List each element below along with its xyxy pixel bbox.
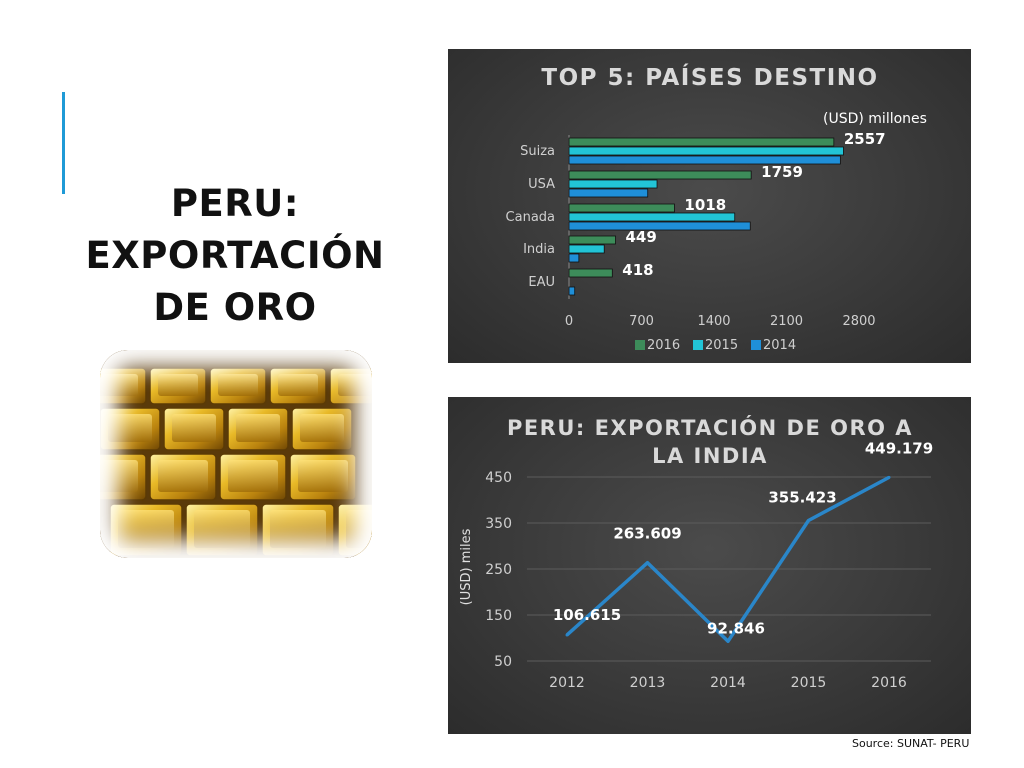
gold-bar-face-0-1 <box>158 374 198 396</box>
y-tick-label-150: 150 <box>485 608 512 624</box>
gold-bars-photo <box>100 350 372 558</box>
gold-bar-face-2-1 <box>158 460 208 492</box>
gold-bar-face-3-0 <box>118 510 174 548</box>
source-note: Source: SUNAT- PERU <box>852 737 970 750</box>
category-label-india: India <box>523 242 555 257</box>
bar-india-2014 <box>568 253 580 263</box>
x-tick-label-2015: 2015 <box>791 675 827 691</box>
data-label-2013: 263.609 <box>613 525 681 543</box>
bar-canada-2014 <box>568 221 751 231</box>
legend-swatch-2014 <box>751 340 761 350</box>
category-label-eau: EAU <box>528 275 555 290</box>
bar-usa-2016 <box>568 170 752 180</box>
data-point-2014 <box>726 639 730 643</box>
india-exports-line-chart: PERU: EXPORTACIÓN DE ORO A LA INDIA 450 350… <box>448 397 971 734</box>
slide-title: PERU: EXPORTACIÓN DE ORO <box>70 178 400 334</box>
data-label-2015: 355.423 <box>768 489 836 507</box>
category-label-canada: Canada <box>506 210 555 225</box>
category-label-usa: USA <box>528 177 555 192</box>
legend-label-2015: 2015 <box>705 338 738 353</box>
data-label-canada: 1018 <box>684 196 726 214</box>
gold-bar-face-3-3 <box>346 510 372 548</box>
x-tick-label-2100: 2100 <box>770 314 803 329</box>
x-tick-label-0: 0 <box>565 314 573 329</box>
x-tick-label-2800: 2800 <box>842 314 875 329</box>
data-label-2012: 106.615 <box>553 606 621 624</box>
legend-label-2014: 2014 <box>763 338 796 353</box>
gold-bar-face-2-3 <box>298 460 348 492</box>
legend-swatch-2015 <box>693 340 703 350</box>
y-tick-label-50: 50 <box>494 654 512 670</box>
bar-india-2016 <box>568 235 616 245</box>
data-point-2012 <box>565 633 569 637</box>
gold-bar-face-3-1 <box>194 510 250 548</box>
x-tick-label-2012: 2012 <box>549 675 585 691</box>
gold-bar-face-0-0 <box>100 374 138 396</box>
data-point-2015 <box>807 519 810 523</box>
slide-title-line-1: PERU: <box>170 182 300 225</box>
chart-title: TOP 5: PAÍSES DESTINO <box>541 63 878 91</box>
bar-india-2015 <box>568 244 605 254</box>
bar-canada-2016 <box>568 203 675 213</box>
bar-suiza-2015 <box>568 146 844 156</box>
top5-destinations-chart: TOP 5: PAÍSES DESTINO (USD) millones Suiza… <box>448 49 971 363</box>
bar-eau-2016 <box>568 268 613 278</box>
y-axis-label: (USD) miles <box>459 528 474 605</box>
bar-suiza-2014 <box>568 155 841 165</box>
category-label-suiza: Suiza <box>520 144 555 159</box>
gold-bar-face-1-0 <box>108 414 152 442</box>
gold-bar-face-2-2 <box>228 460 278 492</box>
y-tick-label-250: 250 <box>485 562 512 578</box>
gold-bar-face-1-3 <box>300 414 344 442</box>
gold-bar-face-0-3 <box>278 374 318 396</box>
gold-bar-face-0-4 <box>338 374 372 396</box>
y-tick-label-350: 350 <box>485 516 512 532</box>
slide-title-line-2: EXPORTACIÓN <box>85 234 385 277</box>
chart-title-line-2: LA INDIA <box>652 444 768 468</box>
bar-canada-2015 <box>568 212 736 222</box>
bar-usa-2014 <box>568 188 649 198</box>
gold-bar-face-3-2 <box>270 510 326 548</box>
data-label-eau: 418 <box>622 261 653 279</box>
y-tick-label-450: 450 <box>485 470 512 486</box>
gold-bar-face-1-1 <box>172 414 216 442</box>
bar-eau-2014 <box>568 286 576 296</box>
x-tick-label-2014: 2014 <box>710 675 746 691</box>
unit-label: (USD) millones <box>823 111 927 127</box>
x-tick-label-700: 700 <box>629 314 654 329</box>
x-tick-label-2016: 2016 <box>871 675 907 691</box>
gold-bar-face-0-2 <box>218 374 258 396</box>
chart-title-line-1: PERU: EXPORTACIÓN DE ORO A <box>507 415 913 440</box>
data-label-usa: 1759 <box>761 163 803 181</box>
x-tick-label-2013: 2013 <box>630 675 666 691</box>
gold-bar-face-1-2 <box>236 414 280 442</box>
slide-title-line-3: DE ORO <box>153 286 317 329</box>
bar-suiza-2016 <box>568 137 835 147</box>
data-point-2016 <box>887 475 891 479</box>
legend-swatch-2016 <box>635 340 645 350</box>
data-point-2013 <box>646 561 649 565</box>
gold-bar-face-2-0 <box>100 460 138 492</box>
x-tick-label-1400: 1400 <box>697 314 730 329</box>
legend-label-2016: 2016 <box>647 338 680 353</box>
data-label-2014: 92.846 <box>707 619 765 637</box>
data-label-india: 449 <box>626 228 657 246</box>
data-label-suiza: 2557 <box>844 130 886 148</box>
accent-line <box>62 92 65 194</box>
data-label-2016: 449.179 <box>865 439 933 457</box>
bar-usa-2015 <box>568 179 658 189</box>
